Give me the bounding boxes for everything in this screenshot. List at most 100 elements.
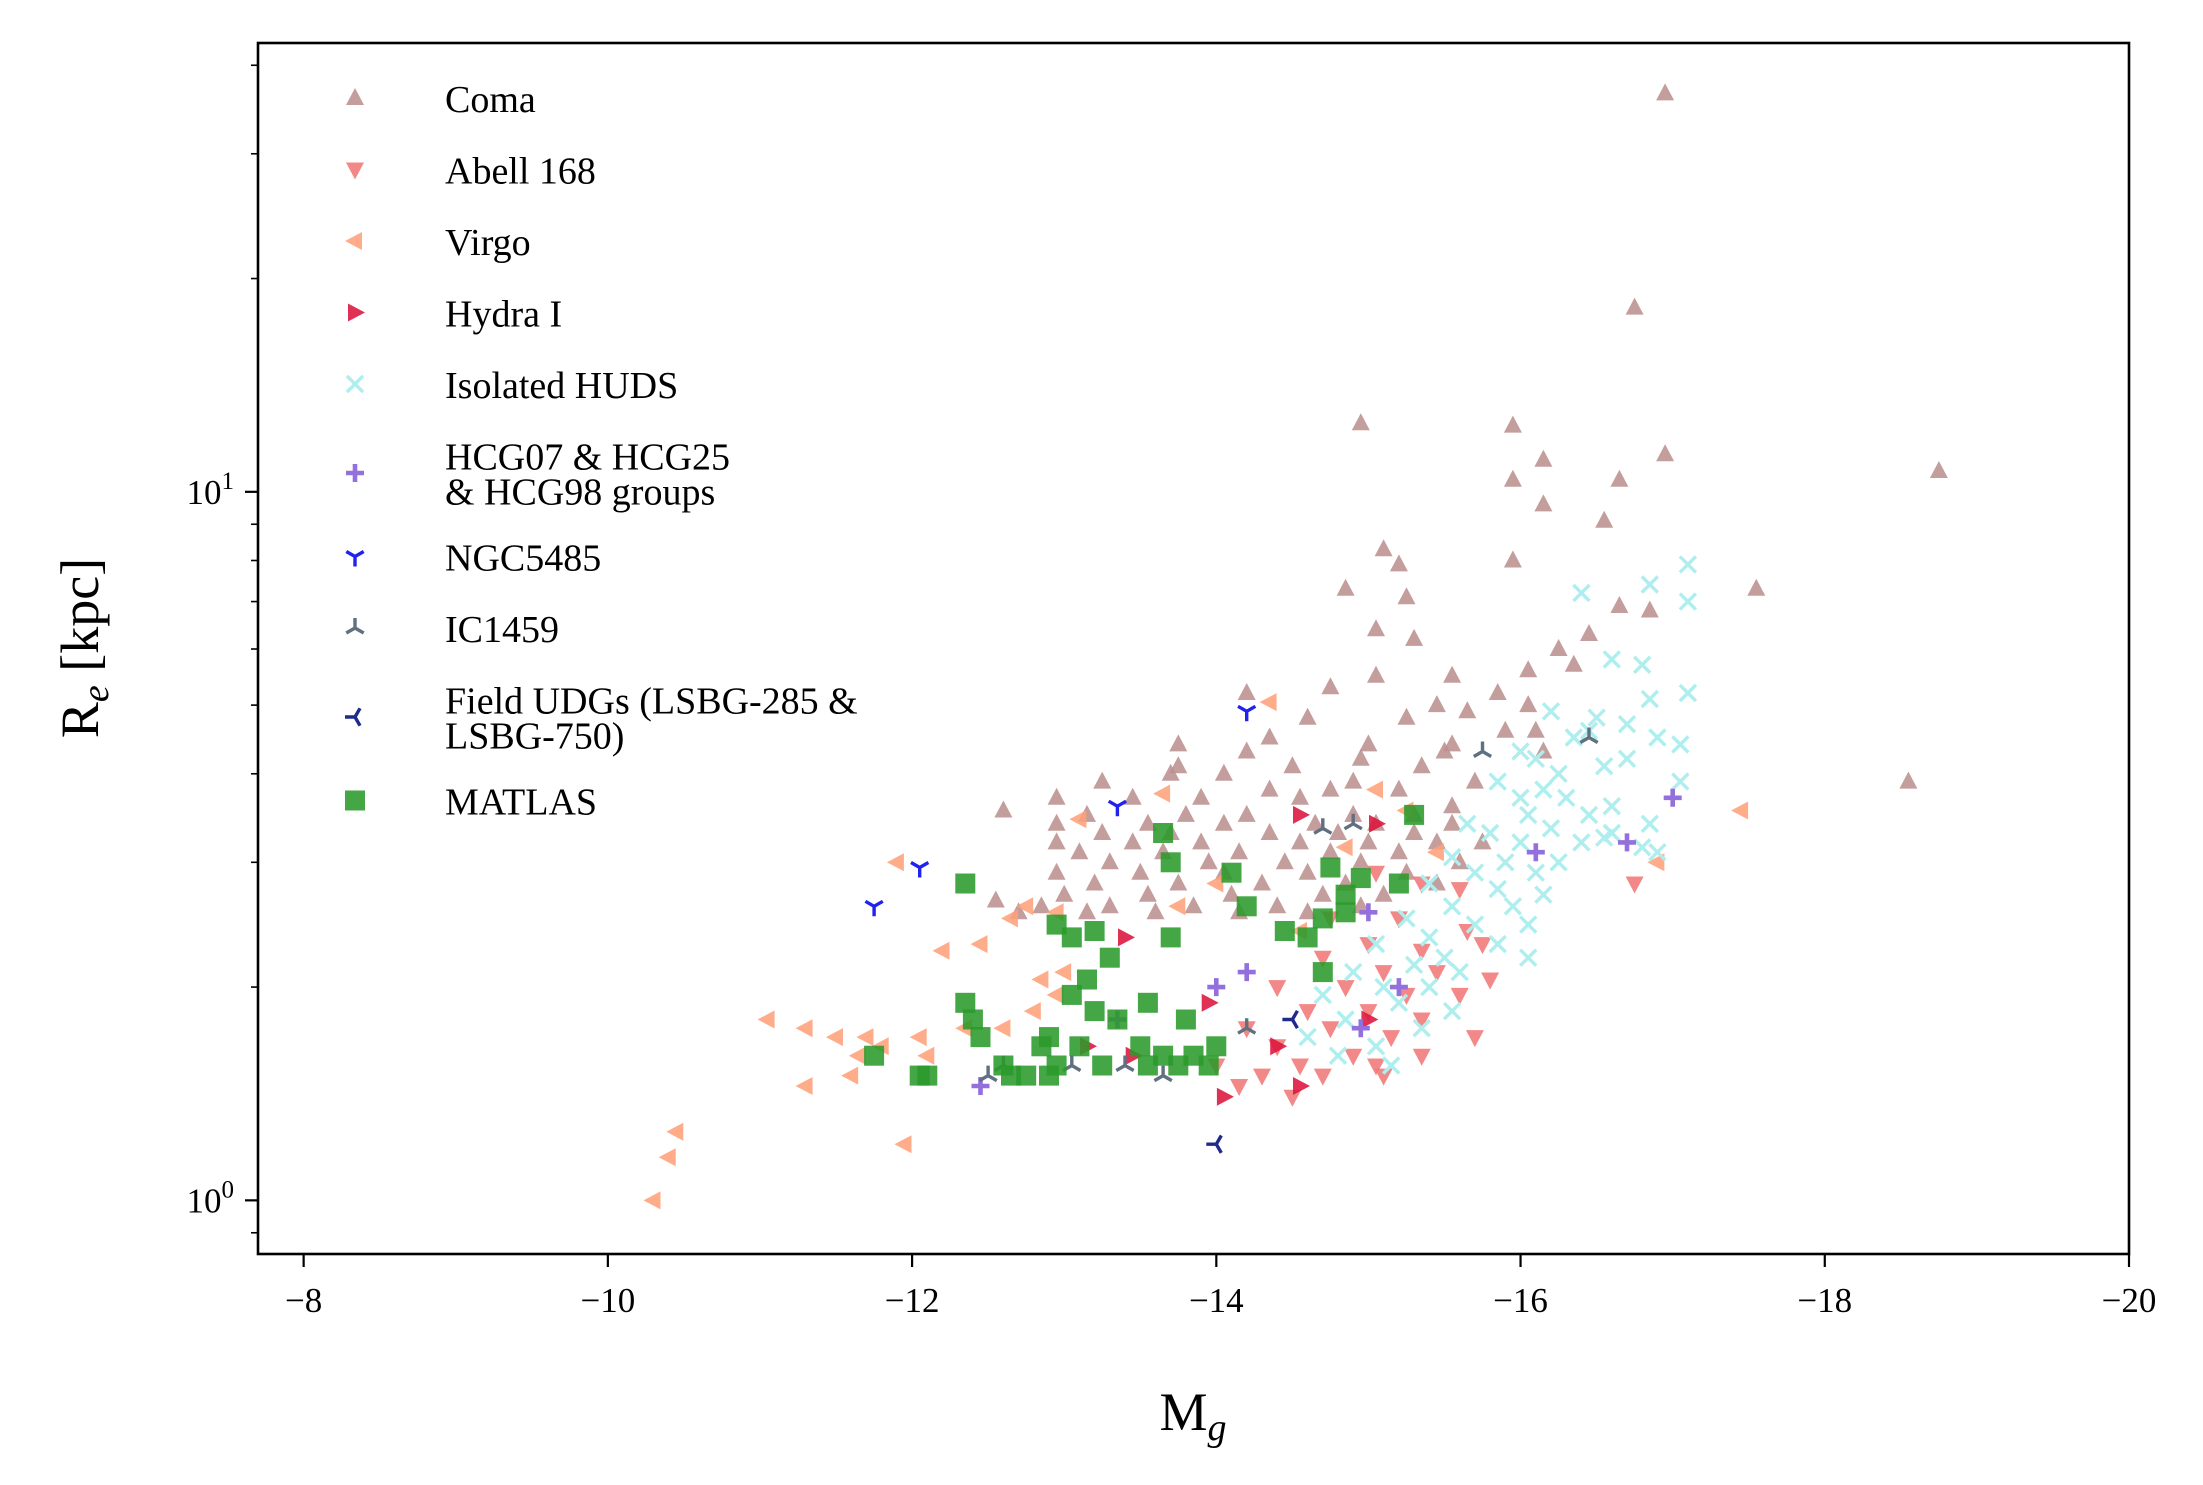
data-point	[1359, 903, 1378, 922]
data-point	[1381, 1056, 1401, 1075]
legend-label: NGC5485	[445, 538, 601, 580]
data-point	[1632, 838, 1652, 857]
data-point	[1201, 993, 1219, 1012]
data-point	[1206, 1134, 1223, 1154]
legend-label: Abell 168	[445, 151, 596, 193]
legend-label: Isolated HUDS	[445, 365, 678, 407]
data-point	[1472, 741, 1493, 758]
data-point	[1420, 977, 1439, 997]
data-point	[955, 992, 976, 1013]
data-point	[1123, 832, 1142, 850]
legend-item: IC1459	[345, 609, 559, 651]
x-tick-label: −16	[1493, 1281, 1548, 1320]
data-point	[1374, 1068, 1393, 1086]
data-point	[1382, 1030, 1401, 1048]
data-point	[1473, 937, 1492, 955]
data-point	[1312, 962, 1333, 983]
data-point	[1270, 1037, 1288, 1056]
data-point	[1085, 873, 1104, 891]
data-point	[1047, 813, 1066, 831]
data-point	[1183, 1045, 1204, 1066]
data-point	[1268, 896, 1287, 914]
data-point	[1747, 578, 1766, 596]
data-point	[1412, 756, 1431, 774]
data-point	[1351, 896, 1370, 914]
data-point	[1443, 665, 1462, 683]
data-point	[1321, 1021, 1340, 1039]
data-point	[1678, 683, 1698, 703]
data-point	[1313, 818, 1333, 835]
data-point	[1534, 494, 1553, 512]
data-point	[1526, 720, 1545, 738]
data-point	[1291, 832, 1309, 850]
data-point	[1343, 962, 1363, 982]
data-point	[1405, 628, 1424, 646]
data-point	[1169, 734, 1188, 752]
legend-marker	[345, 790, 365, 811]
data-point	[1389, 842, 1408, 860]
legend-item: Hydra I	[348, 294, 562, 336]
data-point	[1153, 1045, 1174, 1066]
data-point	[1321, 842, 1340, 860]
data-point	[1359, 1004, 1378, 1022]
data-point	[1123, 787, 1142, 805]
data-point	[1237, 683, 1256, 700]
data-point	[1291, 1058, 1309, 1076]
data-point	[970, 1027, 991, 1048]
series-2	[643, 693, 1749, 1210]
data-point	[1336, 1010, 1355, 1029]
legend-marker	[345, 374, 365, 394]
data-point	[1450, 987, 1469, 1005]
data-point	[1077, 969, 1097, 990]
data-point	[1374, 965, 1393, 983]
data-point	[1412, 943, 1431, 961]
data-point	[1519, 660, 1538, 678]
data-point	[1293, 805, 1310, 824]
data-point	[1518, 948, 1538, 967]
data-point	[1078, 902, 1096, 920]
legend-marker	[346, 88, 364, 105]
data-point	[910, 861, 930, 878]
data-point	[1580, 624, 1598, 641]
data-point	[1336, 578, 1355, 596]
legend-marker	[345, 707, 362, 727]
data-point	[1526, 863, 1546, 882]
data-point	[1595, 510, 1614, 528]
data-point	[1168, 1055, 1189, 1076]
data-point	[1100, 852, 1119, 870]
data-point	[1420, 874, 1439, 893]
data-point	[955, 873, 976, 894]
series-9	[864, 804, 1425, 1086]
data-point	[1184, 896, 1203, 914]
data-point	[1283, 756, 1302, 774]
data-point	[1169, 873, 1188, 891]
data-point	[1099, 947, 1120, 968]
data-point	[1268, 980, 1287, 998]
data-point	[1069, 810, 1087, 829]
data-point	[1130, 1036, 1151, 1057]
data-point	[1450, 962, 1469, 982]
data-point	[1443, 796, 1462, 814]
data-point	[1450, 882, 1469, 900]
legend-label: Coma	[445, 79, 536, 121]
data-point	[1549, 853, 1568, 872]
data-points	[643, 83, 1948, 1210]
data-point	[962, 1009, 983, 1030]
data-point	[1640, 600, 1659, 618]
data-point	[1146, 902, 1165, 920]
data-point	[1488, 879, 1507, 899]
data-point	[1192, 832, 1211, 850]
data-point	[1899, 771, 1918, 789]
series-8	[1206, 1009, 1299, 1154]
data-point	[1929, 461, 1948, 478]
data-point	[1107, 1009, 1128, 1030]
x-tick-label: −18	[1797, 1281, 1852, 1320]
data-point	[1306, 813, 1325, 831]
data-point	[1518, 805, 1538, 825]
data-point	[1610, 596, 1629, 613]
data-point	[1594, 756, 1614, 776]
data-point	[1656, 83, 1675, 101]
data-point	[826, 1028, 843, 1047]
data-point	[932, 941, 950, 960]
data-point	[909, 1028, 927, 1047]
